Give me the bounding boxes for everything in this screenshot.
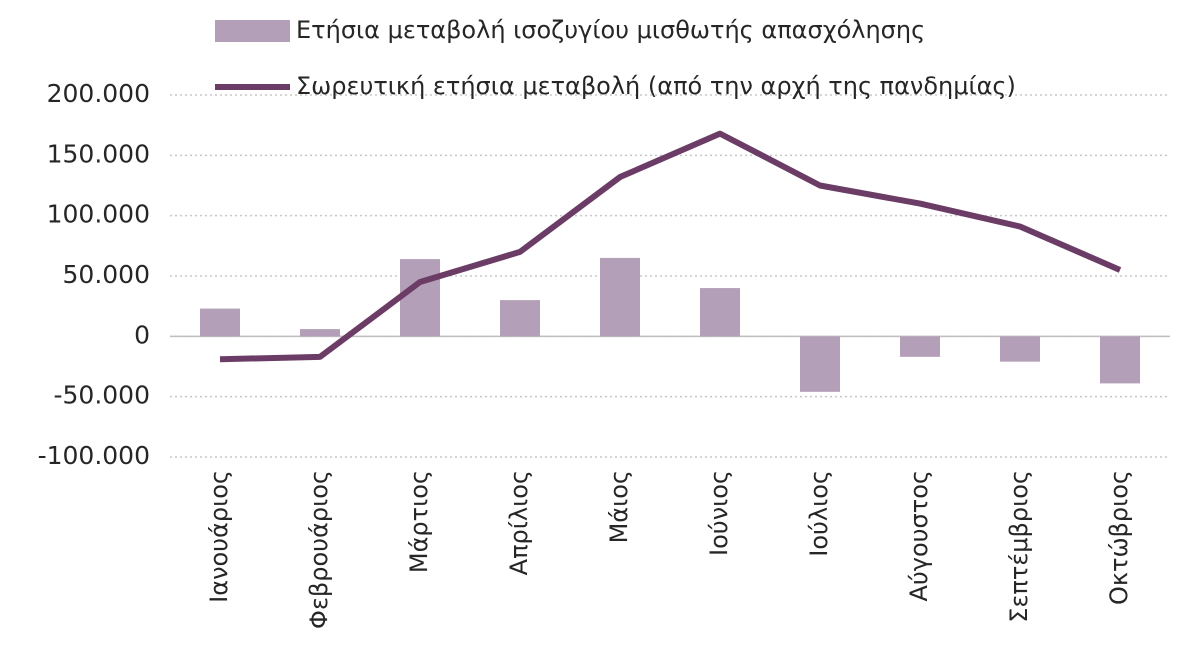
bar [300,329,340,337]
x-tick-label: Αύγουστος [905,470,933,602]
bar [200,308,240,337]
bar [800,336,840,392]
x-tick-label: Φεβρουάριος [305,470,333,629]
y-tick-label: -100.000 [38,441,150,470]
bar [1100,336,1140,384]
y-tick-label: 50.000 [63,260,150,289]
x-tick-label: Ιανουάριος [205,470,233,603]
x-tick-label: Μάιος [605,470,633,543]
y-tick-label: 200.000 [47,79,150,108]
legend-swatch [215,20,290,42]
y-tick-label: -50.000 [54,381,151,410]
x-tick-label: Μάρτιος [405,470,433,573]
bar [400,259,440,337]
bar [700,288,740,337]
bar [600,257,640,337]
y-tick-label: 0 [134,320,150,349]
x-tick-label: Απρίλιος [505,470,533,575]
y-tick-label: 100.000 [47,200,150,229]
x-tick-label: Ιούλιος [805,470,833,557]
line [219,130,1122,363]
y-tick-label: 150.000 [47,139,150,168]
bar [500,300,540,337]
x-tick-label: Οκτώβριος [1105,470,1133,605]
legend-label: Ετήσια μεταβολή ισοζυγίου μισθωτής απασχ… [296,16,925,44]
x-tick-label: Σεπτέμβριος [1005,470,1033,623]
bar [1000,336,1040,362]
x-tick-label: Ιούνιος [705,470,733,556]
bar [900,336,940,357]
legend-label: Σωρευτική ετήσια μεταβολή (από την αρχή … [296,72,1016,100]
